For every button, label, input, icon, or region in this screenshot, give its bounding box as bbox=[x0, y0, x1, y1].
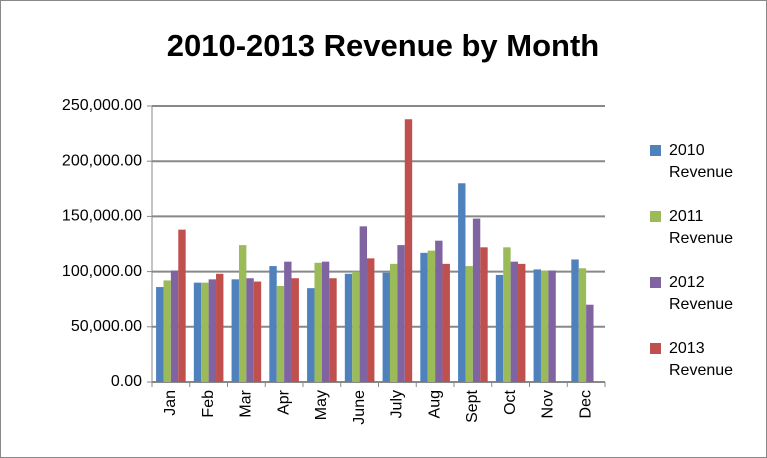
bar bbox=[533, 269, 541, 382]
x-tick-label: Jan bbox=[162, 390, 179, 416]
bar bbox=[307, 288, 315, 382]
bar bbox=[420, 252, 428, 382]
y-tick-label: 50,000.00 bbox=[71, 318, 142, 335]
legend-label: 2012 Revenue bbox=[669, 274, 734, 313]
bar bbox=[193, 282, 202, 382]
bar bbox=[480, 247, 488, 382]
bar bbox=[586, 304, 594, 382]
bar bbox=[284, 261, 292, 382]
legend-swatch bbox=[650, 145, 661, 156]
x-tick-label: Feb bbox=[200, 390, 217, 418]
bar bbox=[382, 272, 390, 382]
bar bbox=[201, 282, 209, 382]
bar bbox=[458, 183, 466, 382]
bar bbox=[503, 247, 511, 382]
bar bbox=[442, 263, 450, 382]
x-tick-label: June bbox=[351, 390, 368, 425]
legend-swatch bbox=[650, 343, 661, 354]
bar bbox=[170, 270, 179, 382]
legend-swatch bbox=[650, 211, 661, 222]
bar bbox=[291, 278, 299, 382]
bar bbox=[238, 245, 247, 382]
bar bbox=[465, 266, 473, 382]
bar bbox=[397, 245, 405, 382]
x-tick-label: Apr bbox=[275, 389, 292, 415]
bar bbox=[329, 278, 337, 382]
bar bbox=[344, 273, 353, 382]
x-tick-label: July bbox=[389, 390, 406, 418]
bar bbox=[404, 119, 413, 383]
bar bbox=[163, 280, 171, 382]
bar bbox=[427, 250, 436, 382]
y-tick-label: 200,000.00 bbox=[62, 152, 142, 169]
bar bbox=[540, 270, 549, 382]
bar bbox=[216, 273, 224, 382]
y-tick-label: 0.00 bbox=[111, 373, 142, 390]
bar bbox=[269, 266, 277, 382]
bar bbox=[435, 240, 443, 382]
bar bbox=[321, 261, 330, 382]
bar bbox=[367, 258, 375, 382]
legend-swatch bbox=[650, 277, 661, 288]
bar bbox=[518, 263, 526, 382]
x-tick-label: Mar bbox=[238, 389, 255, 417]
legend-entry: 2013 Revenue bbox=[650, 338, 759, 382]
x-tick-label: Aug bbox=[426, 390, 443, 418]
bar bbox=[314, 262, 322, 382]
legend-entry: 2012 Revenue bbox=[650, 272, 759, 316]
bar bbox=[208, 279, 217, 382]
bar bbox=[246, 278, 254, 382]
y-tick-label: 250,000.00 bbox=[62, 97, 142, 114]
bar bbox=[571, 259, 579, 382]
y-tick-label: 100,000.00 bbox=[62, 263, 142, 280]
chart-title: 2010-2013 Revenue by Month bbox=[167, 28, 599, 63]
bar bbox=[359, 226, 368, 382]
bar bbox=[548, 270, 556, 382]
bar bbox=[510, 261, 519, 382]
bar bbox=[276, 285, 285, 382]
bar bbox=[231, 279, 239, 382]
bar bbox=[156, 287, 164, 382]
legend-label: 2013 Revenue bbox=[669, 340, 734, 379]
bar bbox=[472, 218, 481, 382]
x-tick-label: May bbox=[313, 390, 330, 420]
x-tick-label: Oct bbox=[502, 389, 519, 414]
x-tick-label: Nov bbox=[540, 390, 557, 418]
bar bbox=[495, 274, 504, 382]
legend-label: 2011 Revenue bbox=[669, 208, 734, 247]
legend-entry: 2010 Revenue bbox=[650, 140, 759, 184]
bar bbox=[578, 268, 587, 382]
legend-label: 2010 Revenue bbox=[669, 142, 734, 181]
x-tick-label: Dec bbox=[577, 390, 594, 418]
bar bbox=[253, 281, 262, 382]
bar bbox=[389, 263, 398, 382]
bar bbox=[178, 229, 186, 382]
y-tick-label: 150,000.00 bbox=[62, 208, 142, 225]
x-tick-label: Sept bbox=[464, 389, 481, 422]
bar bbox=[352, 271, 360, 382]
legend-entry: 2011 Revenue bbox=[650, 206, 759, 250]
